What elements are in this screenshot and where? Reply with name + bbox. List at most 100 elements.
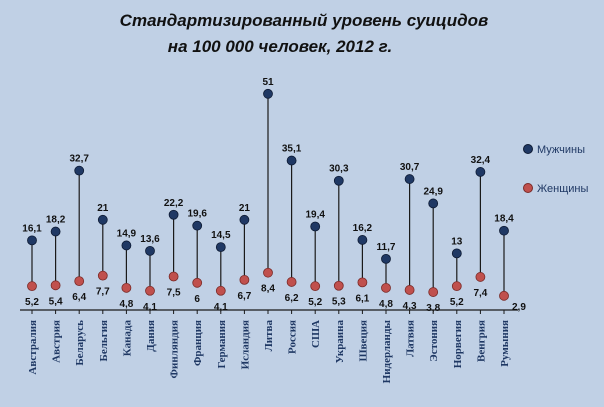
men-point: [499, 225, 509, 236]
men-point: [27, 235, 37, 246]
category-label: Нидерланды: [381, 320, 393, 384]
category-label: Швеция: [357, 320, 369, 362]
men-point: [286, 155, 297, 166]
women-point: [333, 280, 344, 291]
men-value-label: 21: [97, 203, 109, 214]
men-value-label: 30,3: [329, 164, 349, 175]
women-point: [239, 274, 250, 285]
women-value-label: 6,2: [285, 293, 299, 304]
men-value-label: 30,7: [400, 162, 420, 173]
category-label: Украина: [334, 320, 346, 364]
women-point: [357, 277, 368, 288]
women-point: [286, 277, 297, 287]
category-label: Дания: [145, 320, 157, 352]
women-point: [121, 282, 132, 293]
category-label: Австралия: [27, 320, 39, 375]
women-point: [168, 271, 179, 282]
women-value-label: 4,8: [379, 299, 393, 310]
men-value-label: 18,4: [494, 214, 514, 225]
men-value-label: 24,9: [423, 186, 443, 197]
women-value-label: 4,1: [214, 302, 228, 313]
women-value-label: 2,9: [512, 302, 526, 313]
category-label: Россия: [287, 320, 299, 354]
men-point: [381, 253, 391, 264]
women-value-label: 5,2: [308, 297, 322, 308]
women-point: [499, 290, 509, 301]
men-point: [333, 175, 344, 186]
men-value-label: 21: [239, 203, 251, 214]
category-label: Литва: [263, 320, 275, 352]
men-point: [357, 235, 368, 245]
men-value-label: 14,5: [211, 230, 231, 241]
category-label: Исландия: [239, 320, 251, 369]
category-label: Канада: [121, 320, 133, 357]
women-value-label: 5,3: [332, 297, 346, 308]
legend-marker-women: [523, 183, 533, 193]
category-label: Норвегия: [452, 320, 464, 368]
women-value-label: 8,4: [261, 284, 275, 295]
men-value-label: 51: [262, 77, 274, 88]
category-label: Венгрия: [475, 320, 487, 362]
women-value-label: 6,4: [72, 292, 86, 303]
men-value-label: 11,7: [377, 242, 396, 253]
category-label: Бельгия: [98, 320, 110, 361]
women-value-label: 3,8: [426, 303, 440, 314]
men-value-label: 16,1: [22, 223, 42, 234]
legend-label-women: Женщины: [537, 183, 588, 195]
women-point: [475, 272, 486, 282]
category-label: Беларусь: [74, 320, 86, 366]
chart-subtitle: на 100 000 человек, 2012 г.: [168, 37, 392, 56]
category-label: США: [310, 320, 322, 348]
women-point: [215, 285, 226, 296]
men-point: [168, 209, 179, 220]
chart-title: Стандартизированный уровень суицидов: [120, 11, 489, 30]
men-point: [310, 221, 321, 232]
women-point: [310, 281, 321, 292]
women-value-label: 5,2: [25, 297, 39, 308]
men-value-label: 32,4: [471, 155, 491, 166]
men-value-label: 19,4: [305, 210, 325, 221]
men-point: [475, 167, 486, 177]
men-value-label: 19,6: [187, 209, 207, 220]
men-point: [74, 165, 85, 176]
women-point: [428, 287, 439, 297]
women-point: [404, 285, 415, 295]
men-value-label: 35,1: [282, 144, 302, 155]
men-point: [428, 198, 439, 209]
women-point: [192, 277, 203, 288]
men-point: [145, 245, 155, 256]
category-label: Франция: [192, 320, 204, 366]
women-point: [381, 282, 391, 293]
men-point: [192, 220, 203, 231]
men-value-label: 32,7: [69, 154, 89, 165]
men-point: [404, 174, 415, 184]
category-label: Румыния: [499, 320, 511, 367]
category-label: Эстония: [428, 320, 440, 362]
category-label: Финляндия: [169, 320, 181, 378]
women-point: [27, 281, 37, 292]
legend-marker-men: [523, 144, 533, 154]
men-point: [121, 240, 132, 251]
legend-label-men: Мужчины: [537, 144, 585, 156]
women-point: [451, 281, 462, 292]
men-value-label: 22,2: [164, 198, 184, 209]
men-value-label: 13: [451, 236, 463, 247]
women-value-label: 4,8: [119, 299, 133, 310]
men-point: [239, 214, 250, 225]
men-point: [451, 248, 462, 259]
women-point: [50, 280, 61, 291]
women-point: [97, 270, 108, 281]
men-value-label: 14,9: [117, 228, 137, 239]
men-point: [50, 226, 61, 237]
women-point: [74, 276, 85, 287]
women-point: [263, 267, 273, 278]
women-value-label: 6,7: [237, 291, 251, 302]
women-value-label: 4,3: [403, 301, 417, 312]
women-value-label: 4,1: [143, 302, 157, 313]
women-value-label: 5,2: [450, 297, 464, 308]
category-label: Австрия: [51, 320, 63, 363]
men-point: [263, 88, 273, 99]
men-value-label: 16,2: [353, 223, 373, 234]
